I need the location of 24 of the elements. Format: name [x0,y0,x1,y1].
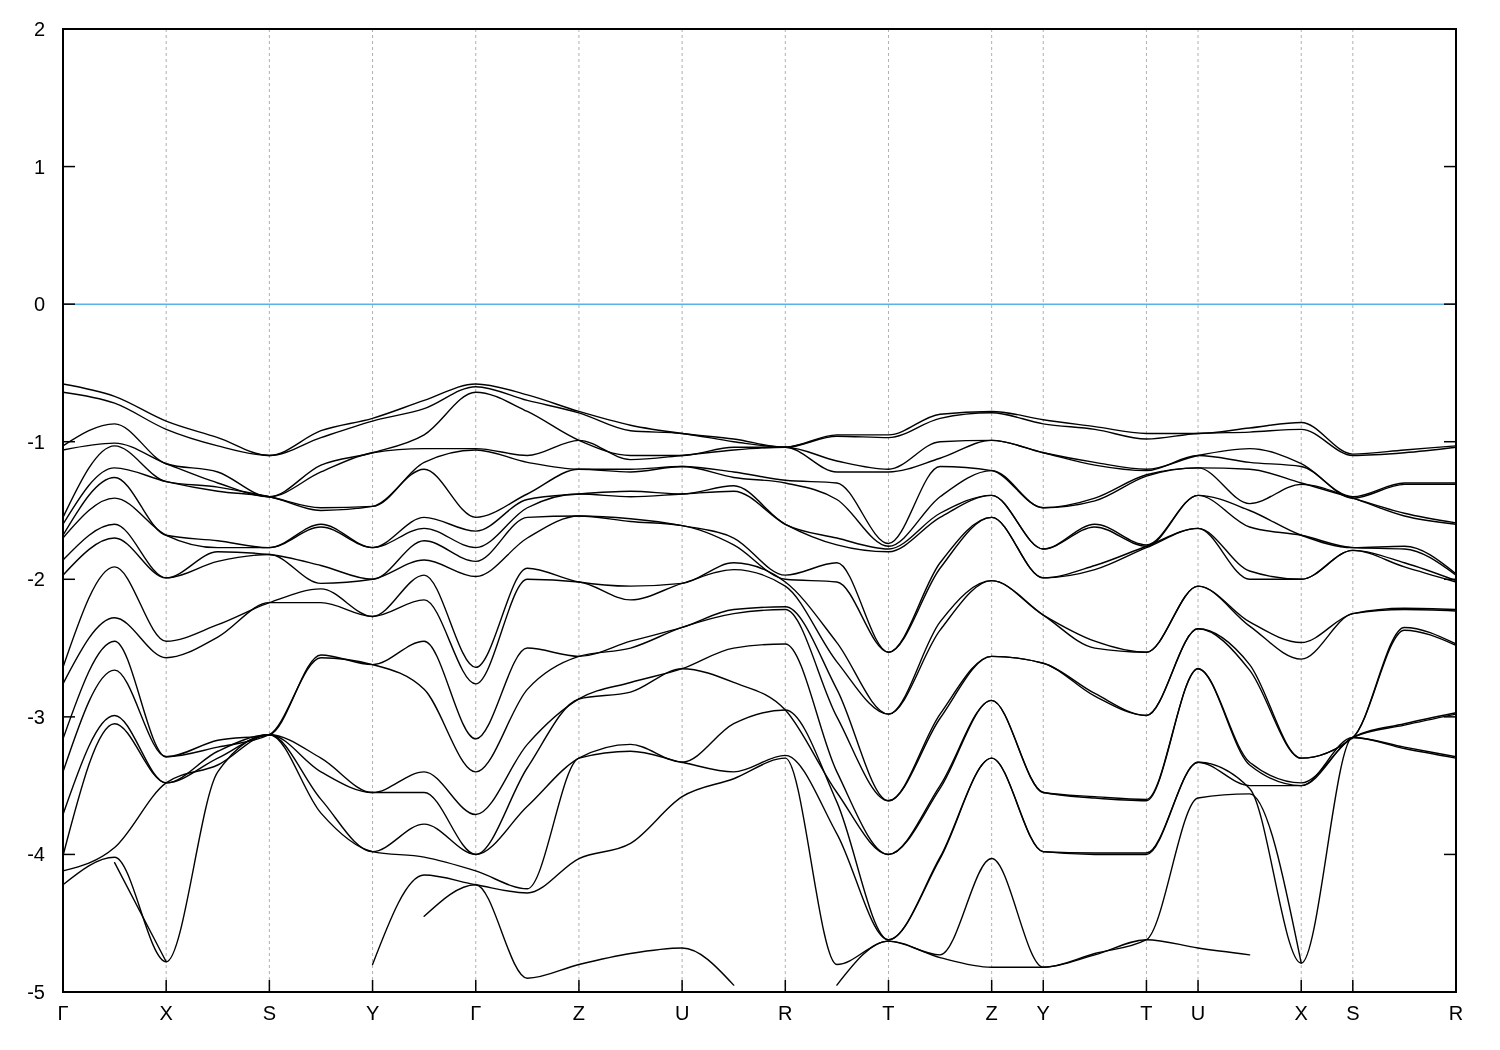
x-tick-label: R [1448,1002,1464,1024]
x-tick-label: S [262,1002,277,1024]
y-tick-label: -2 [27,568,45,591]
x-tick-label: Y [365,1002,380,1024]
x-tick-label: Z [985,1002,998,1024]
x-tick-label: U [674,1002,690,1024]
y-tick-label: 2 [33,18,45,40]
y-tick-label: -3 [27,705,45,728]
x-tick-label: X [1294,1002,1308,1024]
x-tick-label: R [778,1002,793,1024]
x-tick-label: U [1190,1002,1206,1024]
x-tick-label: Γ [470,1002,482,1024]
x-tick-label: S [1346,1002,1360,1024]
x-tick-label: Γ [57,1002,69,1024]
y-tick-label: -5 [27,981,45,1003]
x-tick-label: T [882,1002,895,1024]
y-tick-label: 1 [33,155,45,178]
x-tick-label: Z [572,1002,586,1024]
y-tick-label: -4 [27,843,45,866]
y-tick-label: -1 [27,430,45,453]
x-tick-label: T [1140,1002,1153,1024]
y-tick-label: 0 [33,293,45,316]
x-tick-label: Y [1036,1002,1050,1024]
x-tick-label: X [159,1002,173,1024]
